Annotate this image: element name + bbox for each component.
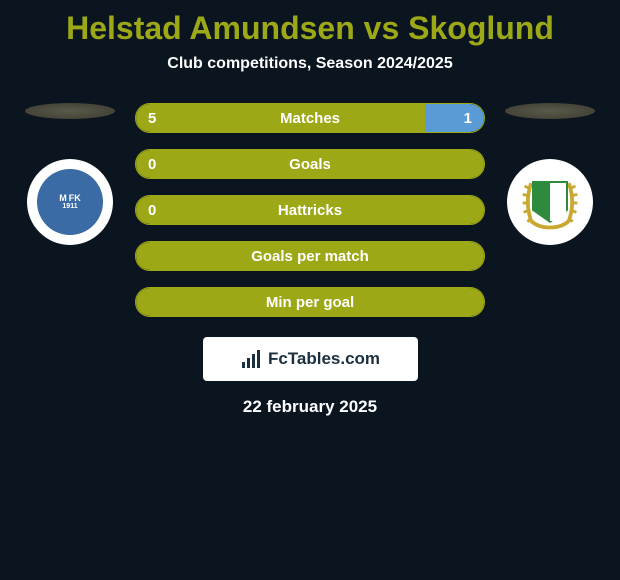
stat-bar: 0Goals	[135, 149, 485, 179]
brand-text: FcTables.com	[268, 349, 380, 369]
crest-left-text-1: M	[59, 194, 67, 203]
page-subtitle: Club competitions, Season 2024/2025	[167, 55, 452, 73]
stat-bar: 0Hattricks	[135, 195, 485, 225]
stat-label: Goals per match	[136, 248, 484, 265]
stat-label: Hattricks	[136, 202, 484, 219]
stat-label: Matches	[136, 110, 484, 127]
stat-value-right: 1	[464, 110, 472, 127]
date-label: 22 february 2025	[243, 397, 377, 417]
player-left-column: M FK 1911	[20, 103, 120, 245]
crest-left-text-2: FK	[69, 194, 81, 203]
player-left-silhouette	[25, 103, 115, 119]
club-crest-right	[507, 159, 593, 245]
player-right-silhouette	[505, 103, 595, 119]
stat-bar: Min per goal	[135, 287, 485, 317]
stat-bar: 5Matches1	[135, 103, 485, 133]
crest-left-text-3: 1911	[62, 203, 77, 210]
page-title: Helstad Amundsen vs Skoglund	[66, 10, 554, 47]
comparison-widget: Helstad Amundsen vs Skoglund Club compet…	[0, 0, 620, 427]
club-crest-left: M FK 1911	[27, 159, 113, 245]
stat-bar: Goals per match	[135, 241, 485, 271]
stats-column: 5Matches1 0Goals 0Hattricks Goals per match…	[135, 103, 485, 317]
brand-badge[interactable]: FcTables.com	[203, 337, 418, 381]
club-crest-left-inner: M FK 1911	[37, 169, 103, 235]
player-right-column	[500, 103, 600, 245]
club-crest-right-inner	[517, 169, 583, 235]
comparison-row: M FK 1911 5Matches1 0Goals 0Hattricks Goals…	[0, 103, 620, 317]
stat-label: Goals	[136, 156, 484, 173]
chart-icon	[240, 348, 262, 370]
stat-label: Min per goal	[136, 294, 484, 311]
